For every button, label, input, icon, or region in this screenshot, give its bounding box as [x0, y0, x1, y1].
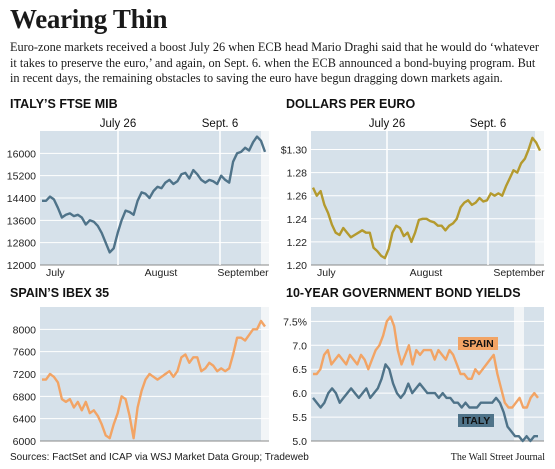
- chart-2-ytick: $1.30: [281, 144, 307, 156]
- chart-3-ytick: 7600: [13, 347, 37, 359]
- chart-2-event-label: Sept. 6: [470, 118, 506, 130]
- chart-4-ytick: 7.0: [292, 340, 307, 352]
- chart-2-ytick: 1.26: [287, 191, 308, 203]
- chart-1-ytick: 12800: [7, 238, 36, 250]
- chart-2-xlabel: July: [317, 267, 336, 279]
- chart-4-ytick: 5.5: [292, 412, 307, 424]
- legend-spain-swatch: [458, 337, 498, 350]
- chart-1-title: ITALY’S FTSE MIB: [10, 97, 118, 111]
- legend-spain-label: SPAIN: [462, 338, 493, 350]
- chart-4-ytick: 7.5%: [283, 316, 307, 328]
- chart-2-ytick: 1.22: [287, 237, 308, 249]
- chart-1-ytick: 16000: [7, 148, 36, 160]
- chart-1-ytick: 14400: [7, 193, 36, 205]
- chart-1-xlabel: August: [145, 267, 178, 279]
- chart-2-title: DOLLARS PER EURO: [286, 97, 415, 111]
- chart-3-ytick: 6000: [13, 436, 37, 448]
- chart-2-recent-band: [535, 131, 544, 265]
- chart-4-series-spain: [313, 315, 539, 409]
- chart-2-ytick: 1.20: [287, 260, 308, 272]
- source-note: Sources: FactSet and ICAP via WSJ Market…: [10, 452, 309, 463]
- chart-2-ytick: 1.28: [287, 168, 308, 180]
- chart-1-ytick: 15200: [7, 171, 36, 183]
- chart-3-title: SPAIN’S IBEX 35: [10, 286, 109, 300]
- chart-1-xlabel: September: [217, 267, 269, 279]
- chart-4-title: 10-YEAR GOVERNMENT BOND YIELDS: [286, 286, 521, 300]
- chart-2-series-line: [311, 136, 542, 260]
- chart-1-series-line: [42, 135, 267, 254]
- chart-1-xlabel: July: [46, 267, 65, 279]
- chart-1-event-label: Sept. 6: [202, 118, 238, 130]
- intro-paragraph: Euro-zone markets received a boost July …: [10, 40, 539, 85]
- chart-1-ytick: 12000: [7, 260, 36, 272]
- chart-4-ytick: 6.0: [292, 388, 307, 400]
- headline: Wearing Thin: [10, 4, 168, 34]
- chart-4-ytick: 5.0: [292, 436, 307, 448]
- chart-3-ytick: 6400: [13, 414, 37, 426]
- chart-3-ytick: 6800: [13, 391, 37, 403]
- chart-1-event-label: July 26: [100, 118, 136, 130]
- chart-3-series-line: [42, 319, 266, 440]
- credit-line: The Wall Street Journal: [450, 452, 545, 463]
- chart-4-recent-band: [514, 307, 524, 441]
- chart-1-ytick: 13600: [7, 215, 36, 227]
- chart-4-ytick: 6.5: [292, 364, 307, 376]
- chart-2-plot-area: [311, 131, 544, 265]
- chart-2-ytick: 1.24: [287, 214, 308, 226]
- chart-3-ytick: 8000: [13, 324, 37, 336]
- chart-4-plot-area: [311, 307, 544, 441]
- chart-4-series-italy: [312, 363, 538, 443]
- legend-italy-swatch: [458, 414, 494, 427]
- chart-2-xlabel: September: [493, 267, 545, 279]
- legend-italy-label: ITALY: [462, 415, 491, 427]
- chart-2-event-label: July 26: [369, 118, 405, 130]
- chart-3-ytick: 7200: [13, 369, 37, 381]
- chart-2-xlabel: August: [410, 267, 443, 279]
